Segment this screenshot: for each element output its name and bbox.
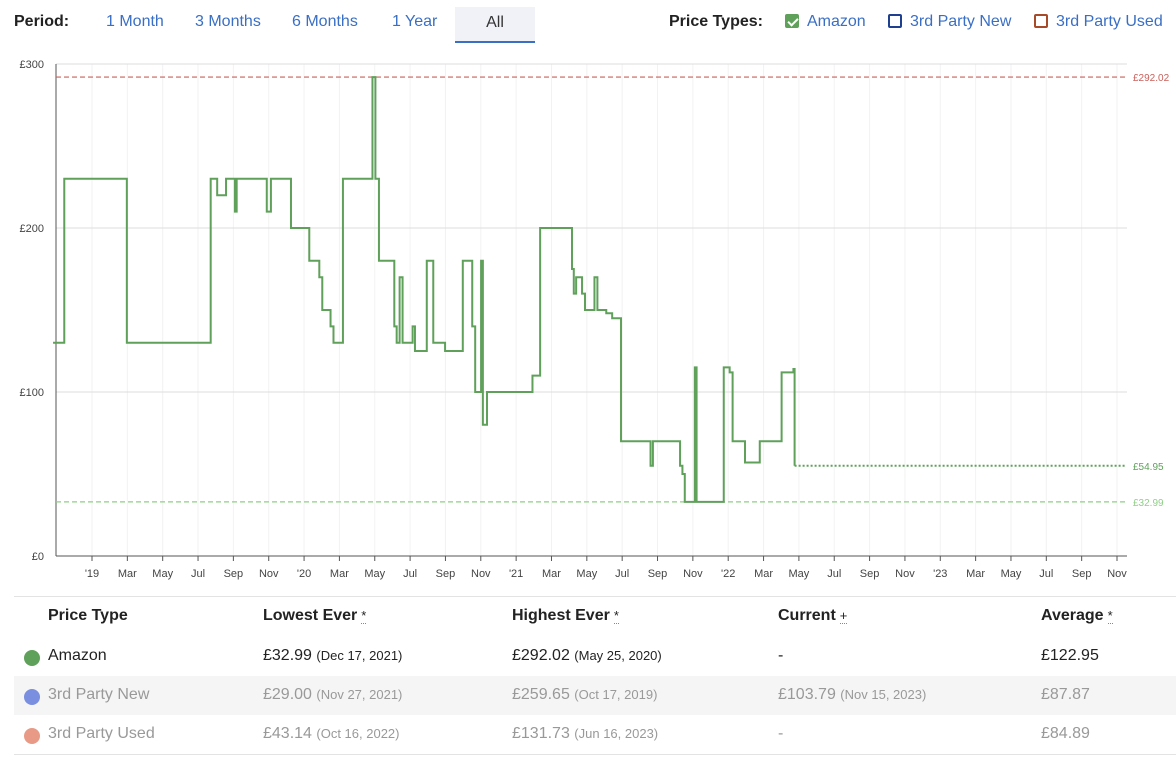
- header-price-type: Price Type: [48, 607, 128, 624]
- series-line-amazon: [53, 76, 796, 503]
- checkbox-unchecked-icon[interactable]: [1034, 14, 1048, 28]
- table-row: 3rd Party Used £43.14 (Oct 16, 2022) £13…: [14, 715, 1176, 755]
- period-3-months-button[interactable]: 3 Months: [195, 13, 261, 30]
- checkbox-unchecked-icon[interactable]: [888, 14, 902, 28]
- lowest-ever-info[interactable]: *: [361, 608, 367, 624]
- x-tick-label: Jul: [1039, 568, 1053, 580]
- x-tick-label: May: [364, 568, 385, 580]
- header-current: Current +: [778, 607, 848, 624]
- x-tick-label: Mar: [330, 568, 349, 580]
- highest-ever-info[interactable]: *: [613, 608, 619, 624]
- row-current: -: [778, 725, 784, 742]
- x-tick-label: '21: [509, 568, 523, 580]
- table-row: Amazon £32.99 (Dec 17, 2021) £292.02 (Ma…: [14, 637, 1176, 676]
- y-tick-label: £200: [20, 223, 44, 235]
- x-tick-label: Jul: [827, 568, 841, 580]
- table-header-row: Price Type Lowest Ever * Highest Ever * Cu…: [14, 597, 1176, 637]
- row-average: £84.89: [1041, 725, 1090, 742]
- row-current: -: [778, 647, 784, 664]
- x-tick-label: May: [1001, 568, 1022, 580]
- period-all-button[interactable]: All: [455, 7, 535, 43]
- x-tick-label: '20: [297, 568, 311, 580]
- x-tick-label: Sep: [224, 568, 244, 580]
- x-tick-label: '23: [933, 568, 947, 580]
- y-tick-label: £0: [32, 551, 44, 563]
- y-tick-label: £100: [20, 387, 44, 399]
- x-tick-label: Mar: [542, 568, 561, 580]
- y-tick-label: £300: [20, 59, 44, 71]
- x-tick-label: '19: [85, 568, 99, 580]
- 3rd-party-used-dot-icon: [24, 728, 40, 744]
- header-highest-ever: Highest Ever *: [512, 607, 619, 624]
- price-summary-table: Price Type Lowest Ever * Highest Ever * Cu…: [14, 596, 1176, 755]
- x-tick-label: May: [789, 568, 810, 580]
- x-tick-label: Sep: [648, 568, 668, 580]
- row-lowest: £29.00 (Nov 27, 2021): [263, 686, 403, 703]
- x-tick-label: Sep: [436, 568, 456, 580]
- toolbar: Period: 1 Month 3 Months 6 Months 1 Year…: [0, 0, 1176, 46]
- x-tick-label: Mar: [118, 568, 137, 580]
- reference-line-label: £54.95: [1133, 462, 1164, 473]
- x-tick-label: Nov: [895, 568, 915, 580]
- x-tick-label: Mar: [966, 568, 985, 580]
- row-highest: £131.73 (Jun 16, 2023): [512, 725, 659, 742]
- price-types-label: Price Types:: [669, 13, 763, 30]
- x-tick-label: Sep: [1072, 568, 1092, 580]
- period-1-month-button[interactable]: 1 Month: [106, 13, 164, 30]
- row-lowest: £43.14 (Oct 16, 2022): [263, 725, 400, 742]
- x-tick-label: Nov: [683, 568, 703, 580]
- period-1-year-button[interactable]: 1 Year: [392, 13, 438, 30]
- header-average: Average *: [1041, 607, 1113, 624]
- x-tick-label: Jul: [403, 568, 417, 580]
- table-row: 3rd Party New £29.00 (Nov 27, 2021) £259…: [14, 676, 1176, 715]
- row-highest: £259.65 (Oct 17, 2019): [512, 686, 658, 703]
- x-tick-label: Nov: [471, 568, 491, 580]
- row-highest: £292.02 (May 25, 2020): [512, 647, 662, 664]
- x-tick-label: Mar: [754, 568, 773, 580]
- checkbox-checked-icon[interactable]: [785, 14, 799, 28]
- row-price-type: Amazon: [48, 647, 107, 664]
- x-tick-label: Jul: [191, 568, 205, 580]
- row-price-type: 3rd Party Used: [48, 725, 155, 742]
- row-current: £103.79 (Nov 15, 2023): [778, 686, 927, 703]
- reference-line-label: £32.99: [1133, 498, 1164, 509]
- period-6-months-button[interactable]: 6 Months: [292, 13, 358, 30]
- price-history-chart[interactable]: £0 £100 £200 £300 '19 Mar May Jul Sep Nov '20 Mar Ma…: [0, 50, 1176, 590]
- x-tick-label: May: [152, 568, 173, 580]
- row-average: £87.87: [1041, 686, 1090, 703]
- amazon-dot-icon: [24, 650, 40, 666]
- current-info[interactable]: +: [839, 608, 848, 624]
- row-average: £122.95: [1041, 647, 1099, 664]
- price-type-label: 3rd Party New: [910, 13, 1012, 30]
- x-tick-label: May: [576, 568, 597, 580]
- header-lowest-ever: Lowest Ever *: [263, 607, 367, 624]
- x-tick-label: '22: [721, 568, 735, 580]
- row-price-type: 3rd Party New: [48, 686, 150, 703]
- x-tick-label: Sep: [860, 568, 880, 580]
- x-tick-label: Nov: [1107, 568, 1127, 580]
- period-label: Period:: [14, 13, 70, 30]
- price-type-label: 3rd Party Used: [1056, 13, 1163, 30]
- row-lowest: £32.99 (Dec 17, 2021): [263, 647, 403, 664]
- x-tick-label: Nov: [259, 568, 279, 580]
- chart-svg[interactable]: £0 £100 £200 £300 '19 Mar May Jul Sep Nov '20 Mar Ma…: [0, 50, 1176, 590]
- average-info[interactable]: *: [1107, 608, 1113, 624]
- price-type-label: Amazon: [807, 13, 866, 30]
- x-tick-label: Jul: [615, 568, 629, 580]
- reference-line-label: £292.02: [1133, 73, 1170, 84]
- 3rd-party-new-dot-icon: [24, 689, 40, 705]
